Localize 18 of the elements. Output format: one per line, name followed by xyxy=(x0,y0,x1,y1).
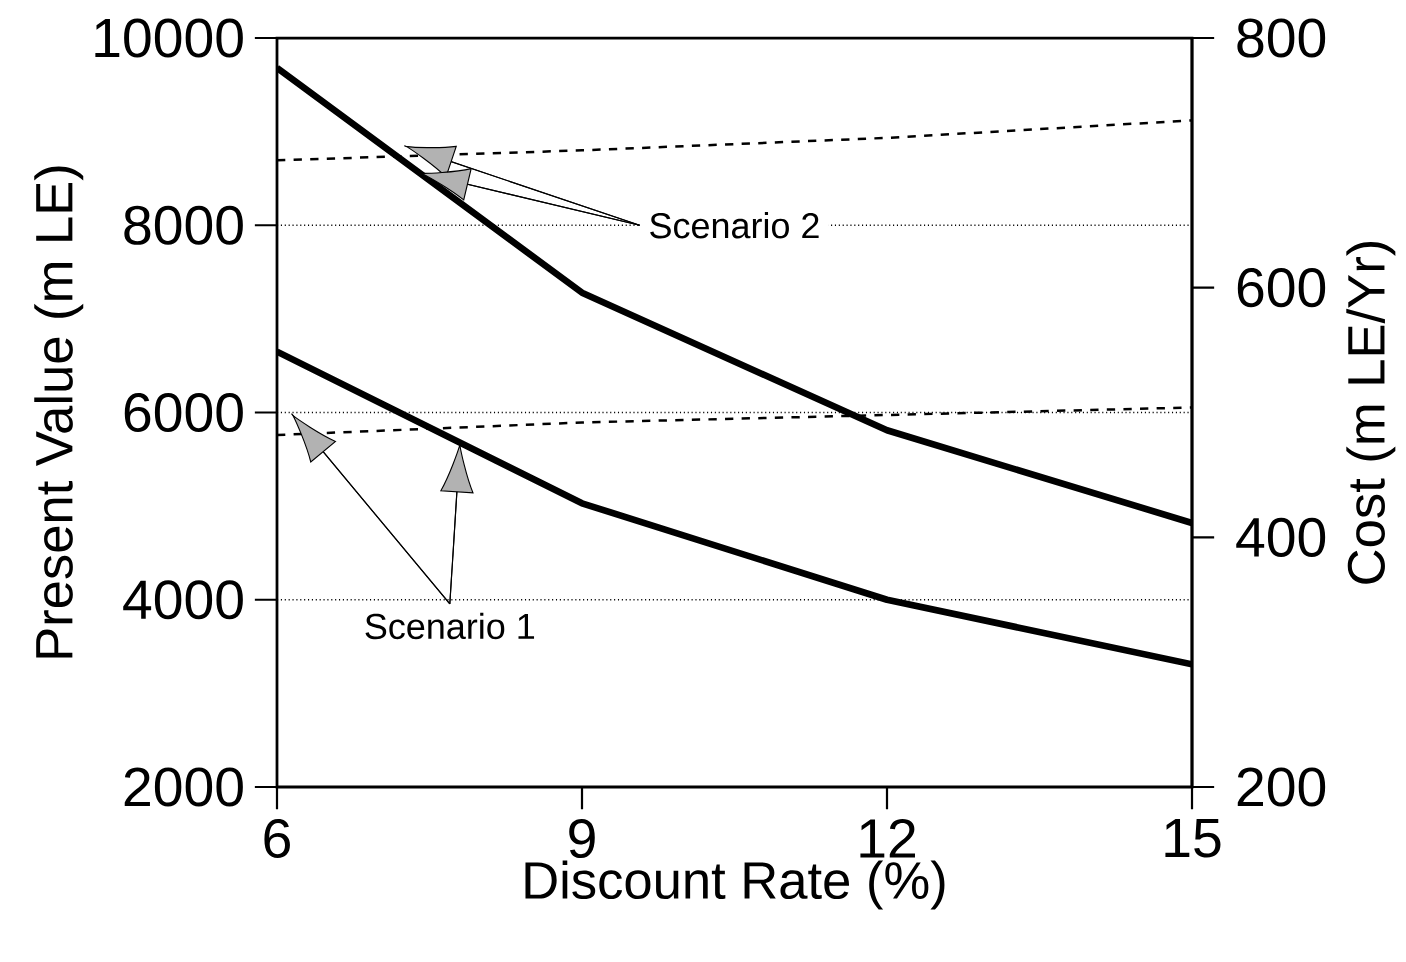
x-axis-title: Discount Rate (%) xyxy=(525,860,945,910)
y2-tick-label: 400 xyxy=(1236,517,1326,557)
annotation: Scenario 2 xyxy=(650,212,819,239)
y-tick-label: 2000 xyxy=(124,767,243,807)
y-tick-label: 4000 xyxy=(123,580,243,620)
annotation: Scenario 1 xyxy=(365,612,535,640)
y2-tick-label: 200 xyxy=(1237,767,1326,807)
y-tick-label: 6000 xyxy=(124,392,243,433)
y2-axis-title: Cost (m LE/Yr) xyxy=(1346,241,1396,584)
x-tick-label: 15 xyxy=(1165,818,1221,858)
y2-tick-label: 600 xyxy=(1237,268,1326,308)
y-tick-label: 8000 xyxy=(124,205,243,245)
x-tick-label: 9 xyxy=(569,818,595,859)
x-tick-label: 12 xyxy=(860,818,915,858)
y-axis-title: Present Value (m LE) xyxy=(34,166,84,658)
x-tick-label: 6 xyxy=(264,818,290,859)
y2-tick-label: 800 xyxy=(1237,18,1326,58)
y-tick-label: 10000 xyxy=(95,18,243,58)
